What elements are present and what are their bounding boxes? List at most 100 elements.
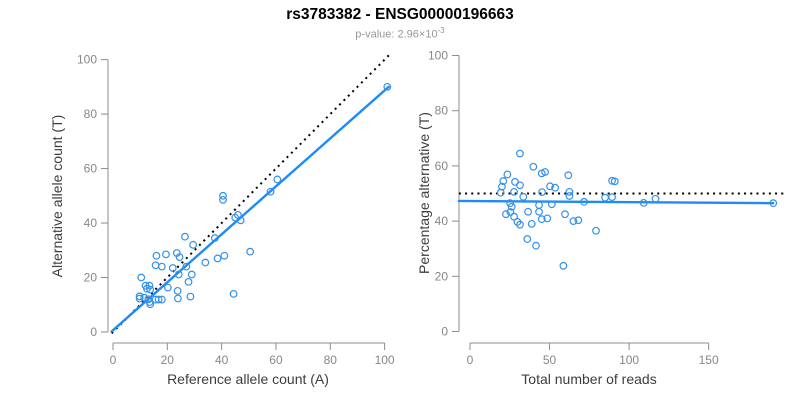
right-data-point (546, 182, 554, 191)
left-data-point (383, 82, 392, 91)
right-data-point (529, 162, 538, 171)
left-data-point (154, 295, 163, 304)
right-y-tick-label: 0 (441, 325, 448, 339)
right-data-point (608, 193, 616, 201)
left-data-point (173, 286, 182, 295)
right-data-point (502, 210, 510, 219)
page-title: rs3783382 - ENSG00000196663 (286, 6, 514, 23)
left-x-tick-label: 80 (324, 353, 338, 367)
left-data-point (187, 270, 196, 279)
right-data-point (524, 207, 532, 216)
right-data-point (547, 200, 556, 209)
right-data-point (523, 235, 532, 243)
right-x-tick-label: 50 (543, 353, 557, 367)
right-x-tick-label: 100 (619, 353, 639, 367)
left-data-point (220, 251, 229, 260)
right-data-point (519, 192, 528, 201)
left-y-tick-label: 100 (77, 53, 97, 67)
left-data-point (181, 232, 189, 241)
left-xaxis-title: Reference allele count (A) (167, 371, 329, 387)
left-data-point (266, 187, 275, 196)
left-data-point (162, 250, 170, 259)
left-data-point (236, 216, 245, 225)
right-data-point (496, 188, 505, 197)
right-data-point (601, 193, 609, 202)
left-data-point (246, 247, 255, 256)
right-xaxis-title: Total number of reads (521, 371, 657, 387)
right-data-point (516, 149, 524, 158)
right-data-point (538, 188, 546, 197)
right-data-point (535, 207, 543, 216)
right-data-point (580, 197, 588, 206)
right-x-tick-label: 0 (467, 353, 474, 367)
left-data-point (152, 251, 161, 260)
left-data-point (146, 285, 155, 294)
left-x-tick-label: 100 (375, 353, 395, 367)
right-y-tick-label: 20 (435, 269, 449, 283)
left-data-point (201, 258, 210, 267)
left-y-tick-label: 0 (90, 325, 97, 339)
left-data-point (229, 289, 238, 298)
mean-percentage-line (457, 199, 775, 205)
right-data-point (510, 187, 518, 196)
right-data-point (592, 226, 600, 235)
right-data-point (565, 192, 574, 200)
left-data-point (189, 240, 198, 249)
left-data-point (184, 277, 193, 286)
left-data-point (146, 300, 155, 309)
left-data-point (219, 195, 227, 204)
right-y-tick-label: 40 (435, 214, 449, 228)
left-data-point (174, 270, 183, 279)
right-data-point (527, 219, 536, 228)
right-data-point (569, 217, 578, 226)
right-data-point (561, 210, 569, 219)
right-data-point (499, 177, 508, 185)
right-x-tick-label: 150 (699, 353, 719, 367)
left-data-point (210, 234, 219, 242)
left-x-tick-label: 20 (161, 353, 175, 367)
left-data-point (157, 262, 166, 271)
pvalue-exponent: -3 (437, 26, 445, 35)
right-data-point (516, 181, 524, 190)
left-data-point (135, 292, 144, 301)
left-data-point (174, 294, 182, 303)
right-yaxis-title: Percentage alternative (T) (416, 112, 432, 274)
right-data-point (639, 198, 648, 207)
right-data-point (559, 261, 568, 270)
left-data-point (186, 292, 195, 301)
left-y-tick-label: 60 (84, 162, 98, 176)
identity-line (110, 52, 392, 335)
right-data-point (506, 199, 514, 208)
left-data-point (157, 295, 166, 304)
right-data-point (503, 170, 512, 179)
pvalue-text: p-value: 2.96×10 (355, 28, 438, 41)
left-x-tick-label: 40 (215, 353, 229, 367)
right-data-point (506, 208, 515, 216)
right-y-tick-label: 100 (428, 49, 448, 63)
left-data-point (140, 293, 149, 302)
right-data-point (651, 194, 660, 203)
left-y-tick-label: 40 (84, 216, 98, 230)
right-data-point (541, 168, 549, 176)
right-data-point (564, 171, 573, 180)
left-data-point (135, 294, 144, 303)
left-data-point (182, 262, 191, 271)
right-data-point (574, 216, 583, 225)
right-data-point (551, 183, 560, 192)
left-y-tick-label: 20 (84, 271, 98, 285)
left-data-point (175, 253, 184, 261)
left-data-point (137, 273, 146, 282)
left-yaxis-title: Alternative allele count (T) (49, 114, 65, 278)
right-data-point (543, 214, 552, 223)
right-y-tick-label: 60 (435, 159, 449, 173)
left-y-tick-label: 80 (84, 107, 98, 121)
right-y-tick-label: 80 (435, 104, 449, 118)
left-data-point (163, 283, 172, 292)
left-x-tick-label: 0 (110, 353, 117, 367)
right-data-point (769, 199, 778, 208)
right-data-point (535, 201, 543, 209)
left-data-point (151, 261, 160, 270)
left-x-tick-label: 60 (269, 353, 283, 367)
